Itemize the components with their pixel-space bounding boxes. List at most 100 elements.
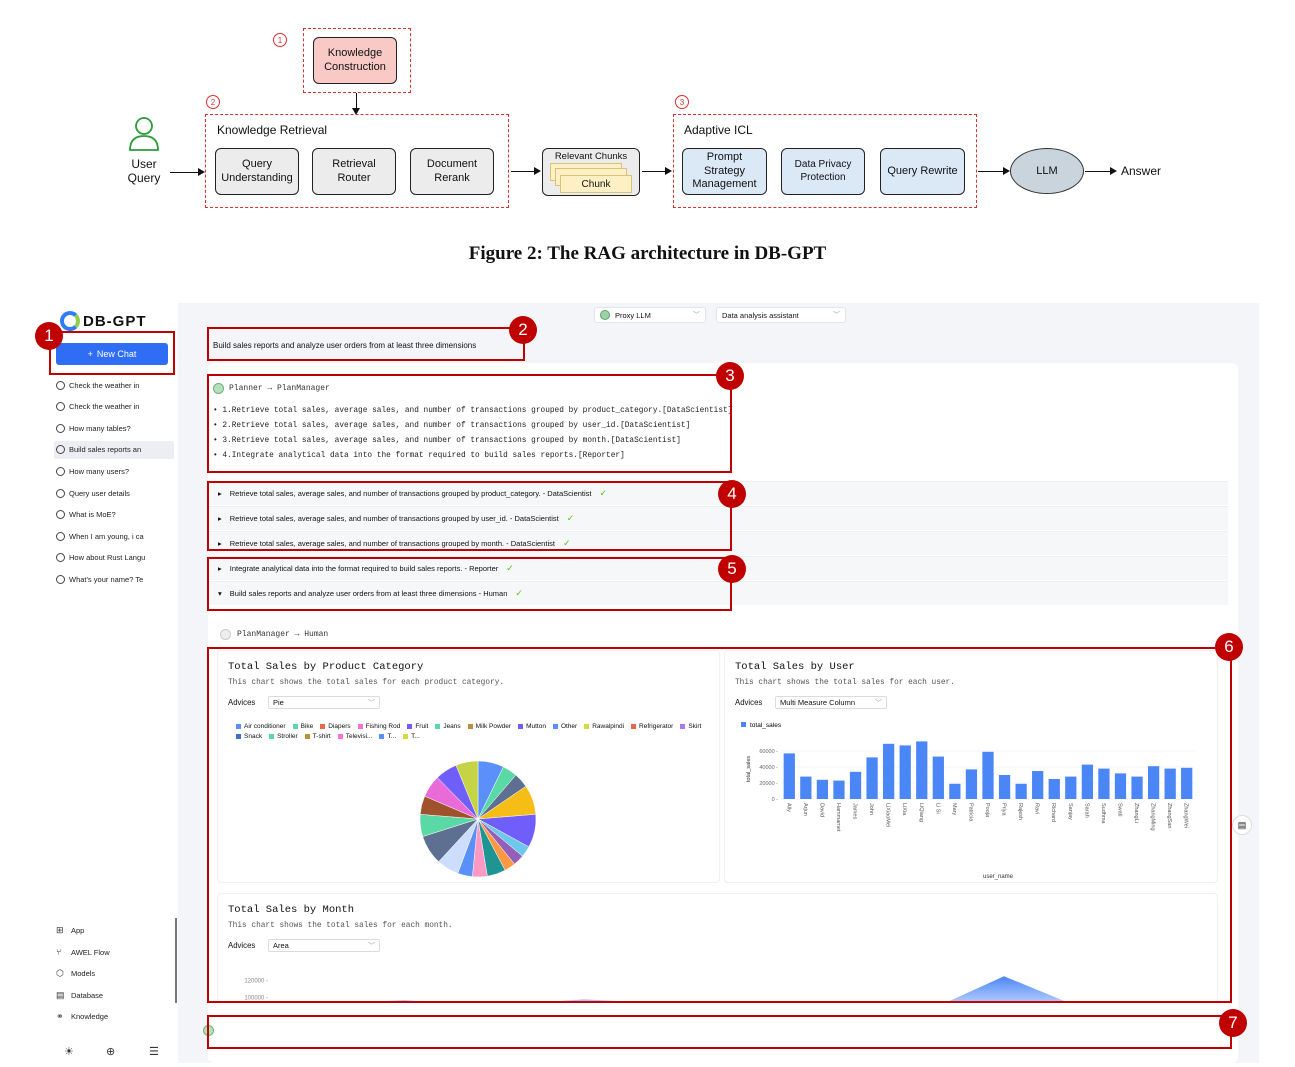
knowledge-construction-box: Knowledge Construction [313,37,397,84]
bar[interactable] [916,741,928,799]
legend-item[interactable]: Snack [236,733,262,740]
caret-right-icon: ▸ [218,489,222,498]
legend-swatch [403,734,409,739]
legend-item[interactable]: Air conditioner [236,723,286,730]
plan-step-text: 3.Retrieve total sales, average sales, a… [222,437,681,445]
history-item[interactable]: What's your name? Te [54,570,174,588]
bar[interactable] [783,753,795,799]
bar[interactable] [1015,783,1027,799]
bar[interactable] [1048,779,1060,799]
legend-item[interactable]: Diapers [320,723,351,730]
nav-models[interactable]: ⬡ Models [56,969,95,979]
bar[interactable] [1032,771,1044,799]
task-row[interactable]: ▸ Retrieve total sales, average sales, an… [208,506,1228,530]
history-item[interactable]: When I am young, i ca [54,527,174,545]
area-chart: 100000 - 120000 - [244,976,1184,1003]
bar[interactable] [1081,764,1093,799]
legend-item[interactable]: Mutton [518,723,546,730]
legend-item[interactable]: T... [403,733,420,740]
bar[interactable] [998,775,1011,799]
history-item[interactable]: What is MoE? [54,506,174,524]
bar[interactable] [1114,773,1127,799]
legend-item[interactable]: Other [552,723,578,730]
document-icon[interactable]: ▤ [1232,815,1252,835]
plan-step-text: 4.Integrate analytical data into the for… [222,452,625,460]
bar[interactable] [1147,766,1160,799]
bar[interactable] [833,780,845,799]
advices-select[interactable]: Pie ﹀ [268,696,380,709]
task-row[interactable]: ▾ Build sales reports and analyze user or… [208,581,1228,605]
sidebar-scrollbar[interactable] [175,918,177,1003]
area-series[interactable] [284,976,1184,1003]
bar[interactable] [932,756,944,799]
bar[interactable] [1065,776,1077,799]
history-item[interactable]: Build sales reports an [54,440,174,459]
legend-item[interactable]: Jeans [435,723,461,730]
chat-bubble-icon [56,380,65,390]
history-item[interactable]: How many tables? [54,419,174,437]
pie-slice[interactable] [455,760,479,820]
legend-item[interactable]: T-shirt [304,733,331,740]
history-item[interactable]: How many users? [54,462,174,480]
history-item-label: Build sales reports an [69,445,142,455]
legend-swatch [379,734,385,739]
legend-swatch [292,724,298,729]
legend-label: Jeans [443,723,461,730]
legend-item[interactable]: Fruit [407,723,428,730]
legend-item[interactable]: T... [379,733,396,740]
legend-swatch [680,724,686,729]
history-item[interactable]: Check the weather in [54,398,174,416]
legend-item[interactable]: Milk Powder [467,723,511,730]
chunk-box: Chunk [560,175,632,193]
bar[interactable] [816,779,829,799]
bar[interactable] [800,776,812,799]
legend-item[interactable]: Fishing Rod [357,723,400,730]
collapse-menu-icon[interactable]: ☰ [149,1046,159,1058]
bar[interactable] [949,783,961,799]
nav-database[interactable]: ▤ Database [56,991,103,1001]
legend-label: Other [560,723,578,730]
bar[interactable] [965,769,978,799]
logo-mark-icon [60,311,80,331]
history-item[interactable]: Query user details [54,484,174,502]
advices-select[interactable]: Multi Measure Column ﹀ [775,696,887,709]
legend-item[interactable]: Skirt [680,723,701,730]
bar[interactable] [1131,776,1143,799]
legend-item[interactable]: Bike [292,723,313,730]
history-item[interactable]: Check the weather in [54,376,174,394]
planmanager-header: PlanManager → Human [220,629,328,640]
bar[interactable] [1098,768,1110,799]
assistant-selector[interactable]: Data analysis assistant ﹀ [716,307,846,323]
bar[interactable] [982,751,994,799]
x-tick-label: ZhangSan [1166,803,1172,828]
legend-item[interactable]: Refrigerator [631,723,673,730]
bar[interactable] [899,745,911,799]
stage-1-dashed-box [303,28,411,93]
legend-item[interactable]: Televisi... [337,733,372,740]
nav-knowledge[interactable]: ⚭ Knowledge [56,1012,108,1022]
new-chat-button[interactable]: + New Chat [56,343,168,365]
bar[interactable] [1164,768,1176,799]
chat-input[interactable] [208,1021,1228,1045]
theme-sun-icon[interactable]: ☀ [64,1046,74,1058]
x-tick-label: ZhangMing [1150,803,1156,831]
legend-item[interactable]: Stroller [269,733,298,740]
bar[interactable] [866,757,878,799]
arrow-icl-to-llm [978,167,1010,175]
bar[interactable] [1181,767,1193,799]
task-row[interactable]: ▸ Retrieve total sales, average sales, an… [208,531,1228,555]
history-item[interactable]: How about Rust Langu [54,549,174,567]
nav-app[interactable]: ⊞ App [56,926,84,936]
chat-bubble-icon [56,488,65,498]
language-globe-icon[interactable]: ⊕ [106,1046,116,1058]
x-tick-label: LiXia [901,803,907,816]
bar[interactable] [849,771,862,799]
nav-awel-flow[interactable]: ⑂ AWEL Flow [56,948,110,958]
task-row[interactable]: ▸ Integrate analytical data into the form… [208,556,1228,580]
model-selector[interactable]: Proxy LLM ﹀ [594,307,706,323]
advices-select-value: Area [273,941,289,950]
legend-item[interactable]: Rawalpindi [584,723,624,730]
advices-select[interactable]: Area ﹀ [268,939,380,952]
bar[interactable] [883,743,895,799]
chevron-down-icon: ﹀ [368,699,375,707]
